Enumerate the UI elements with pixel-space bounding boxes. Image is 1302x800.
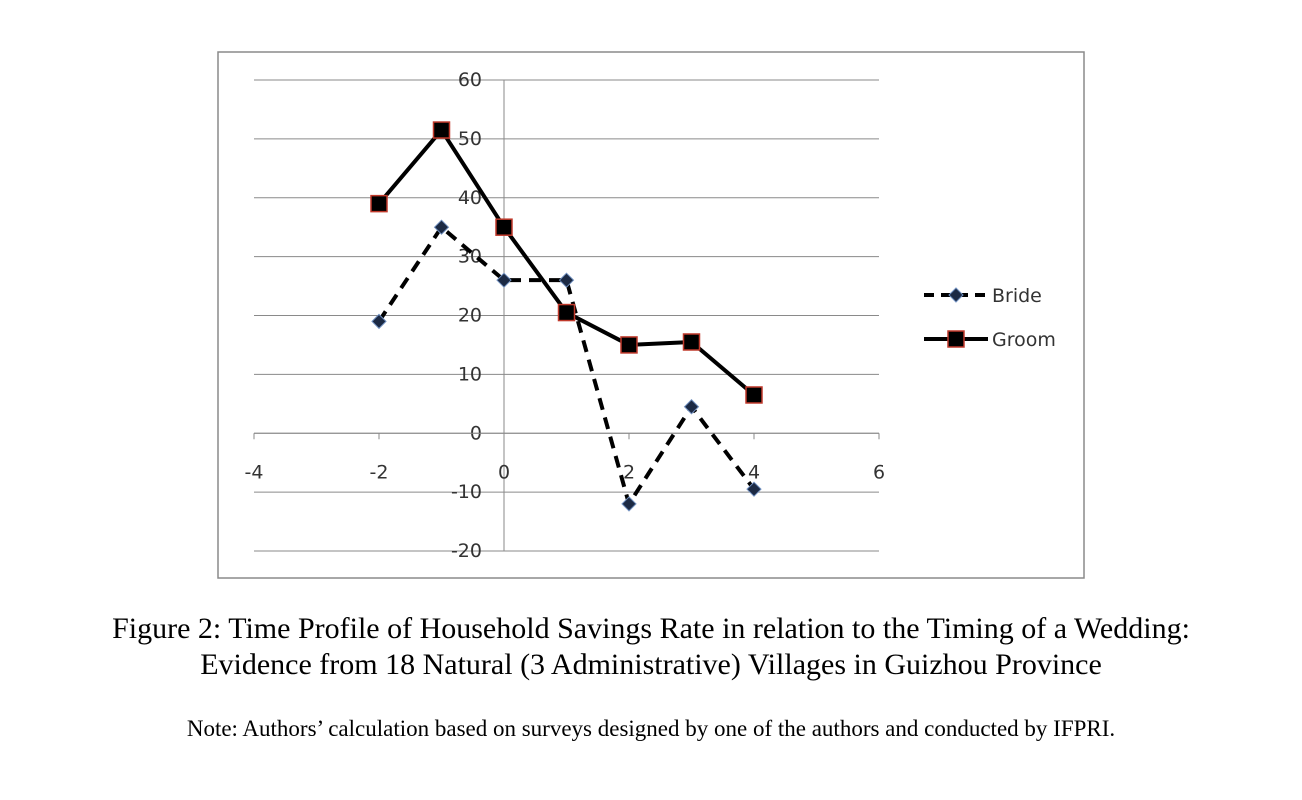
bride-marker xyxy=(558,272,575,288)
legend-bride-marker xyxy=(948,287,964,303)
bride-marker xyxy=(371,313,387,330)
y-tick-label: -20 xyxy=(451,540,482,562)
y-tick-label: 10 xyxy=(458,363,482,385)
y-tick-label: 40 xyxy=(458,187,482,209)
y-tick-label: 60 xyxy=(458,69,482,91)
series xyxy=(370,121,763,512)
x-tick-label: -4 xyxy=(245,461,264,483)
bride-marker xyxy=(496,272,512,288)
groom-marker xyxy=(620,336,638,354)
legend-groom-marker xyxy=(947,330,965,348)
y-tick-label: 30 xyxy=(458,246,482,268)
figure-caption-title: Figure 2: Time Profile of Household Savi… xyxy=(112,612,1190,645)
groom-marker xyxy=(557,303,576,322)
groom-marker xyxy=(432,121,451,139)
figure-caption-subtitle: Evidence from 18 Natural (3 Administrati… xyxy=(200,648,1102,681)
groom-marker xyxy=(495,218,513,236)
bride-marker xyxy=(433,219,450,235)
groom-marker xyxy=(682,333,701,351)
y-tick-label: 50 xyxy=(458,128,482,150)
gridlines xyxy=(254,79,879,552)
figure-note: Note: Authors’ calculation based on surv… xyxy=(186,716,1116,741)
bride-marker xyxy=(746,481,762,497)
y-tick-label: -10 xyxy=(451,481,482,503)
x-tick-label: 2 xyxy=(623,461,635,483)
x-tick-label: 6 xyxy=(873,461,885,483)
groom-marker xyxy=(745,386,763,404)
x-tick-label: 0 xyxy=(498,461,510,483)
x-tick-label: 4 xyxy=(748,461,760,483)
y-tick-label: 20 xyxy=(458,305,482,327)
x-tick-label: -2 xyxy=(370,461,389,483)
legend-bride-label: Bride xyxy=(992,285,1042,307)
bride-marker xyxy=(621,496,637,512)
legend: Bride Groom xyxy=(924,285,1056,351)
groom-marker xyxy=(370,194,388,213)
bride-marker xyxy=(683,399,700,415)
legend-groom-label: Groom xyxy=(992,329,1056,351)
